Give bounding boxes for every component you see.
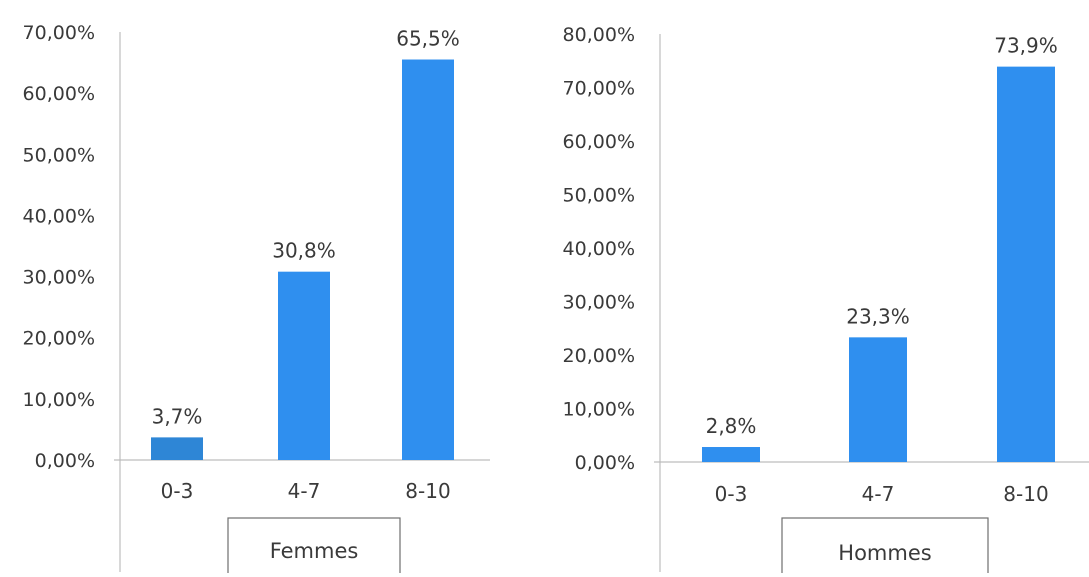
y-tick-label: 10,00% [23,389,95,411]
y-tick-label: 30,00% [563,292,635,314]
y-tick-label: 50,00% [23,144,95,166]
chart-2: 0,00% 10,00% 20,00% 30,00% 40,00% 50,00% 60,00… [563,24,1089,577]
data-label: 23,3% [846,304,910,328]
y-tick-label: 80,00% [563,24,635,46]
bar-0-3 [702,447,760,462]
bar-0-3 [151,437,203,460]
y-tick-label: 60,00% [563,131,635,153]
category-label: 4-7 [288,479,321,503]
y-tick-label: 70,00% [563,78,635,100]
y-tick-label: 0,00% [575,452,635,474]
y-tick-label: 50,00% [563,185,635,207]
y-tick-label: 30,00% [23,267,95,289]
y-tick-label: 60,00% [23,83,95,105]
category-label: 4-7 [862,482,895,506]
y-tick-label: 70,00% [23,22,95,44]
y-tick-label: 40,00% [563,238,635,260]
category-label: 8-10 [405,479,450,503]
data-label: 3,7% [152,404,203,428]
chart-1: 0,00% 10,00% 20,00% 30,00% 40,00% 50,00% 60,00… [23,22,490,577]
bar-4-7 [278,271,330,460]
data-label: 65,5% [396,27,460,51]
category-label: 0-3 [161,479,194,503]
y-tick-label: 40,00% [23,205,95,227]
bar-8-10 [402,59,454,461]
group-label-box [227,517,401,577]
data-label: 73,9% [994,34,1058,58]
group-label: Femmes [270,539,359,563]
category-label: 0-3 [715,482,748,506]
category-label: 8-10 [1003,482,1048,506]
y-tick-label: 20,00% [563,345,635,367]
y-tick-label: 20,00% [23,328,95,350]
group-label-box [781,517,989,577]
y-tick-label: 10,00% [563,399,635,421]
y-tick-label: 0,00% [35,450,95,472]
data-label: 2,8% [706,414,757,438]
bar-4-7 [849,337,907,462]
bar-8-10 [997,66,1055,462]
group-label: Hommes [838,541,931,565]
data-label: 30,8% [272,239,336,263]
